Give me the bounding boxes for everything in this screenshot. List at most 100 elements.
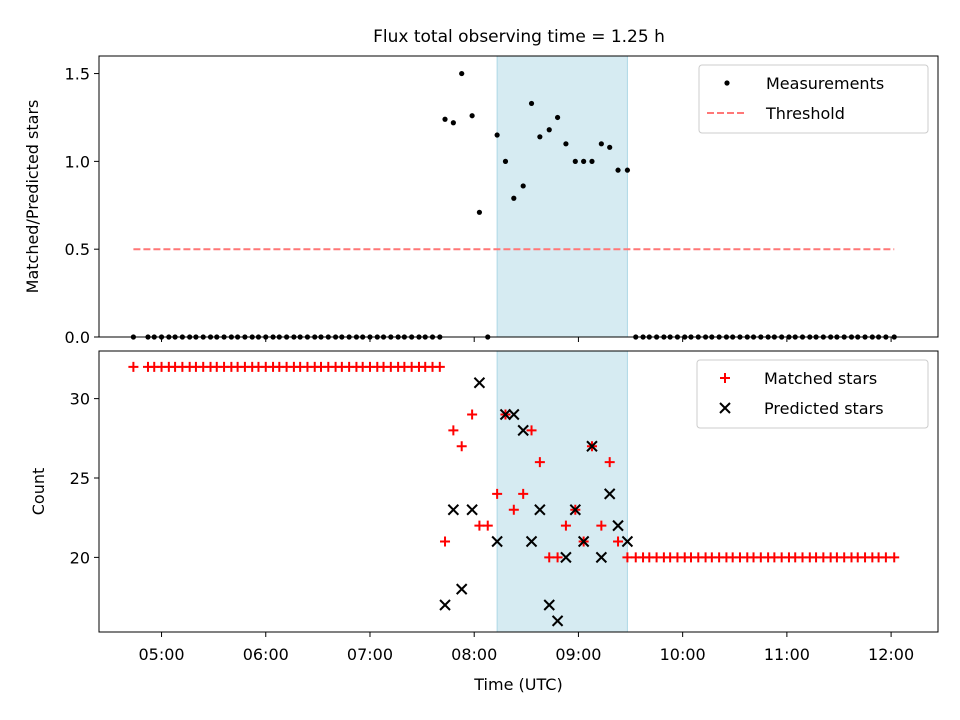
x-tick-label: 05:00 [138,645,184,664]
predicted-point [491,535,503,548]
matched-point [613,536,624,547]
x-tick-label: 06:00 [243,645,289,664]
measurement-point [511,195,517,201]
x-axis-label: Time (UTC) [473,675,562,694]
measurement-point [581,158,587,164]
measurement-point [615,167,621,173]
measurement-point [589,158,595,164]
highlight-span [496,350,628,633]
matched-point [456,441,467,452]
matched-point [482,520,493,531]
legend-marker-measurements [724,80,730,86]
predicted-point [586,440,598,452]
predicted-point [612,519,624,532]
matched-point [526,425,537,436]
y-tick-label: 20 [70,548,90,567]
y-tick-label: 1.0 [65,152,90,171]
measurement-point [607,144,613,150]
predicted-point [560,551,572,564]
x-tick-label: 12:00 [868,645,914,664]
predicted-point [621,535,634,548]
matched-point [492,488,503,499]
matched-point [467,409,478,420]
measurement-point [502,158,509,164]
y-tick-label: 25 [70,469,90,488]
matched-point [544,552,555,563]
axes-frame [98,55,939,338]
legend-box [696,359,929,429]
x-tick-label: 08:00 [451,645,497,664]
measurement-point [459,70,465,77]
axes-frame [98,350,939,633]
legend-label: Matched stars [764,369,877,388]
matched-point [552,552,563,563]
matched-point [448,425,459,436]
measurement-point [494,132,500,138]
predicted-point [517,424,529,437]
predicted-point [551,615,564,627]
measurement-point [537,134,543,140]
legend-label: Threshold [765,104,845,123]
predicted-point [569,504,582,516]
legend-label: Measurements [766,74,884,93]
measurement-point [624,167,631,173]
predicted-point [603,488,616,500]
measurement-point [450,120,456,126]
predicted-point [499,408,512,421]
measurement-point [476,209,483,215]
predicted-point [447,504,460,516]
y-axis-label: Count [29,468,48,516]
x-tick-label: 09:00 [555,645,601,664]
matched-point [534,457,545,468]
measurement-point [563,141,569,147]
chart-title: Flux total observing time = 1.25 h [373,27,665,47]
predicted-point [508,408,520,421]
y-tick-label: 1.5 [65,65,90,84]
legend: Matched stars Predicted stars [696,359,929,429]
predicted-point [439,599,451,611]
matched-point [128,361,139,372]
legend-marker-predicted [719,402,731,414]
matched-point [880,552,891,563]
legend-label: Predicted stars [764,399,884,418]
matched-point [518,488,529,499]
matched-point [508,504,519,515]
measurement-point [528,100,535,107]
highlight-span [496,55,628,338]
x-tick-label: 07:00 [347,645,393,664]
predicted-point [543,599,555,611]
x-tick-label: 11:00 [764,645,810,664]
y-tick-label: 0.5 [65,240,90,259]
predicted-point [534,504,546,516]
matched-point [596,520,607,531]
matched-point [440,536,451,547]
legend-box [698,64,929,134]
y-tick-label: 30 [70,390,90,409]
measurement-point [442,116,448,122]
legend: Measurements Threshold [698,64,929,134]
measurement-point [520,183,526,189]
measurement-point [469,113,475,119]
matched-point [622,552,633,563]
matched-point [434,361,445,372]
predicted-point [466,504,478,516]
measurement-point [546,127,552,133]
predicted-point [473,377,486,389]
predicted-point [577,535,590,548]
x-tick-label: 10:00 [660,645,706,664]
predicted-point [455,583,468,595]
matched-point [560,520,571,531]
matched-point [604,457,615,468]
predicted-point [525,535,538,548]
legend-marker-matched [720,373,730,383]
panel-ratio: 0.0 0.5 1.0 1.5 Matched/Predicted stars Measu… [23,55,939,347]
y-tick-label: 0.0 [65,328,90,347]
y-axis-label: Matched/Predicted stars [23,100,42,294]
matched-point [889,552,900,563]
measurement-point [554,114,561,121]
measurement-point [572,158,578,164]
predicted-point [595,551,608,564]
measurement-point [598,141,604,147]
panel-counts: 20 25 30 05:00 06:00 07:00 08:00 09:00 10:00 11:0… [29,350,939,694]
